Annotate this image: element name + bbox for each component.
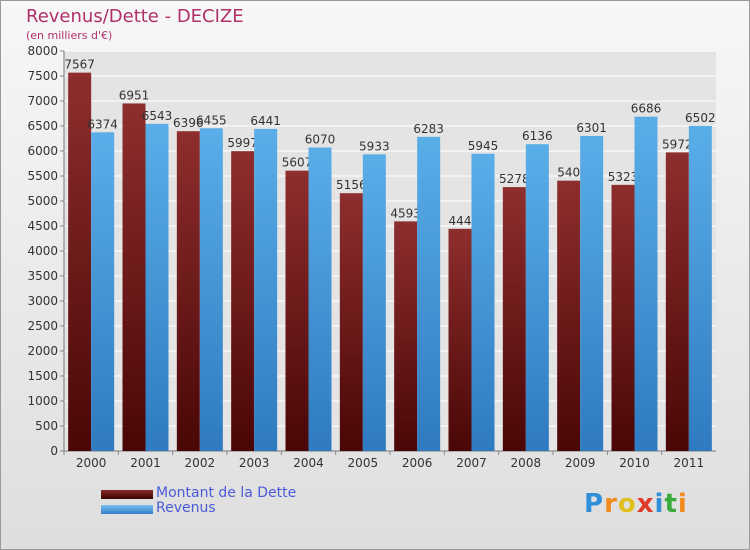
- legend-label-revenus: Revenus: [156, 500, 216, 516]
- bar-revenus: [688, 125, 712, 452]
- y-tick-label: 7000: [27, 94, 58, 108]
- bar-dette: [231, 151, 255, 451]
- x-tick-label: 2009: [565, 456, 596, 470]
- x-tick-label: 2010: [619, 456, 650, 470]
- data-label-dette: 7567: [64, 58, 95, 72]
- chart-title: Revenus/Dette - DECIZE: [26, 6, 244, 27]
- chart-subtitle: (en milliers d'€): [26, 29, 113, 42]
- bar-dette: [448, 228, 472, 451]
- legend-swatch-dette: [101, 490, 153, 499]
- data-label-revenus: 6374: [87, 117, 118, 131]
- y-tick-label: 2000: [27, 344, 58, 358]
- y-tick-label: 5000: [27, 194, 58, 208]
- bar-revenus: [254, 128, 278, 451]
- logo-letter: P: [584, 489, 605, 519]
- y-tick-label: 1500: [27, 369, 58, 383]
- x-tick-label: 2003: [239, 456, 270, 470]
- data-label-dette: 6951: [119, 88, 150, 102]
- data-label-revenus: 5933: [359, 139, 390, 153]
- legend-label-dette: Montant de la Dette: [156, 485, 297, 501]
- bar-dette: [176, 131, 200, 451]
- x-tick-label: 2000: [76, 456, 107, 470]
- y-tick-label: 500: [35, 419, 58, 433]
- y-tick-label: 7500: [27, 69, 58, 83]
- data-label-dette: 5607: [282, 156, 313, 170]
- data-label-revenus: 6502: [685, 111, 716, 125]
- bar-revenus: [308, 147, 332, 451]
- bar-revenus: [199, 128, 223, 451]
- y-tick-label: 1000: [27, 394, 58, 408]
- data-label-dette: 4593: [390, 206, 421, 220]
- bar-revenus: [634, 116, 658, 451]
- bar-revenus: [91, 132, 115, 452]
- x-tick-label: 2002: [185, 456, 216, 470]
- y-tick-label: 2500: [27, 319, 58, 333]
- legend-swatch-revenus: [101, 505, 153, 514]
- data-label-dette: 540: [557, 166, 580, 180]
- data-label-dette: 5972: [662, 137, 693, 151]
- y-tick-label: 6000: [27, 144, 58, 158]
- bar-dette: [611, 184, 635, 451]
- logo-letter: i: [654, 489, 665, 519]
- data-label-revenus: 6283: [413, 122, 444, 136]
- x-tick-label: 2007: [456, 456, 487, 470]
- bar-dette: [285, 170, 309, 451]
- data-label-revenus: 6686: [631, 102, 662, 116]
- y-tick-label: 5500: [27, 169, 58, 183]
- y-tick-label: 4500: [27, 219, 58, 233]
- bar-revenus: [145, 123, 169, 451]
- proxiti-logo: Proxiti: [584, 489, 688, 519]
- data-label-revenus: 6455: [196, 113, 227, 127]
- data-label-dette: 6396: [173, 116, 204, 130]
- bar-revenus: [580, 135, 604, 451]
- y-tick-label: 4000: [27, 244, 58, 258]
- logo-letter: o: [617, 489, 637, 519]
- y-tick-label: 6500: [27, 119, 58, 133]
- bar-dette: [394, 221, 418, 451]
- bar-dette: [502, 187, 526, 451]
- data-label-dette: 5997: [227, 136, 258, 150]
- bar-dette: [665, 152, 689, 451]
- data-label-revenus: 6301: [576, 121, 607, 135]
- y-tick-label: 3500: [27, 269, 58, 283]
- logo-letter: r: [604, 489, 618, 519]
- x-tick-label: 2011: [674, 456, 705, 470]
- bar-revenus: [362, 154, 386, 451]
- data-label-revenus: 6070: [305, 133, 336, 147]
- bar-revenus: [417, 136, 441, 451]
- bar-dette: [339, 193, 363, 451]
- data-label-dette: 5278: [499, 172, 530, 186]
- logo-letter: x: [636, 489, 655, 519]
- y-tick-label: 8000: [27, 44, 58, 58]
- logo-letter: t: [664, 489, 678, 519]
- data-label-dette: 5156: [336, 178, 367, 192]
- data-label-revenus: 6136: [522, 129, 553, 143]
- bar-dette: [557, 180, 581, 451]
- x-tick-label: 2008: [511, 456, 542, 470]
- x-tick-label: 2006: [402, 456, 433, 470]
- data-label-revenus: 6441: [250, 114, 281, 128]
- x-tick-label: 2005: [348, 456, 379, 470]
- data-label-revenus: 6543: [142, 109, 173, 123]
- y-tick-label: 3000: [27, 294, 58, 308]
- bar-revenus: [525, 144, 549, 451]
- bar-dette: [122, 103, 146, 451]
- y-tick-label: 0: [50, 444, 58, 458]
- x-tick-label: 2001: [130, 456, 161, 470]
- data-label-dette: 5323: [608, 170, 639, 184]
- bar-dette: [68, 72, 92, 452]
- data-label-dette: 444: [449, 214, 472, 228]
- logo-letter: i: [677, 489, 688, 519]
- x-tick-label: 2004: [293, 456, 324, 470]
- bar-revenus: [471, 153, 495, 451]
- data-label-revenus: 5945: [468, 139, 499, 153]
